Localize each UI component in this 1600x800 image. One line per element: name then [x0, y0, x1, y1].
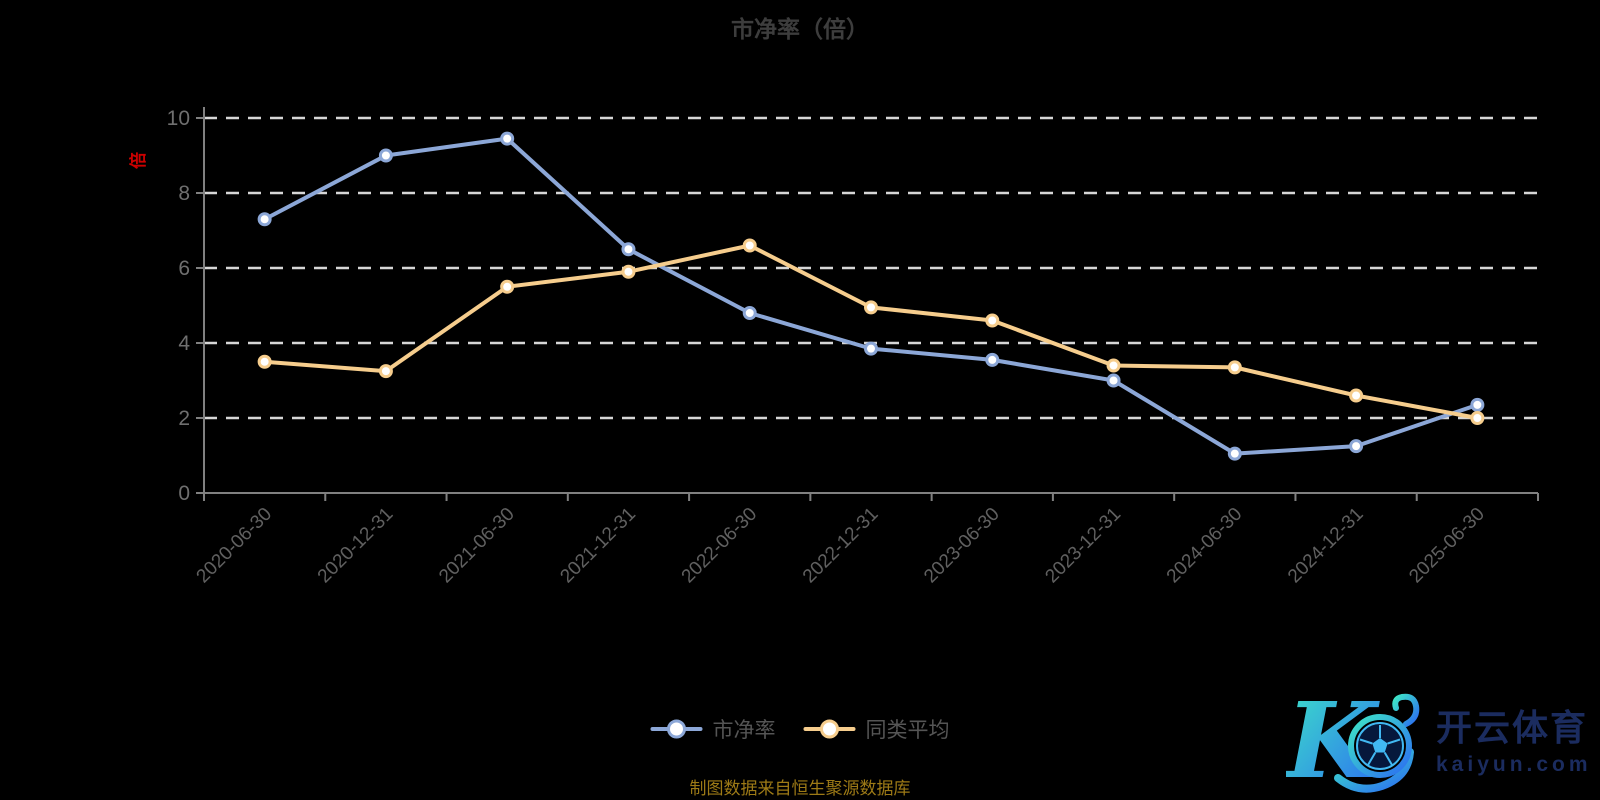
- data-source-note: 制图数据来自恒生聚源数据库: [689, 779, 911, 798]
- svg-text:2021-06-30: 2021-06-30: [435, 504, 519, 588]
- avg-line-marker-icon: [803, 718, 856, 740]
- pbr-line-marker-icon: [650, 718, 703, 740]
- svg-text:6: 6: [178, 257, 190, 280]
- svg-text:4: 4: [178, 332, 190, 355]
- svg-text:2025-06-30: 2025-06-30: [1405, 504, 1489, 588]
- legend-item-avg[interactable]: 同类平均: [803, 714, 950, 744]
- legend-label-avg: 同类平均: [865, 719, 950, 742]
- svg-text:2023-12-31: 2023-12-31: [1041, 504, 1125, 588]
- svg-text:2020-12-31: 2020-12-31: [314, 504, 398, 588]
- legend-item-pbr[interactable]: 市净率: [650, 714, 776, 744]
- svg-text:2: 2: [178, 407, 190, 430]
- svg-text:0: 0: [178, 482, 190, 505]
- y-axis-unit-label: 倍: [129, 152, 148, 169]
- kaiyun-domain: kaiyun.com: [1436, 753, 1592, 776]
- svg-text:2023-06-30: 2023-06-30: [920, 504, 1004, 588]
- svg-text:2021-12-31: 2021-12-31: [556, 504, 640, 588]
- svg-text:2020-06-30: 2020-06-30: [193, 504, 277, 588]
- svg-text:2024-12-31: 2024-12-31: [1284, 504, 1368, 588]
- kaiyun-logo[interactable]: K 开云体育 kaiyun.com: [1286, 682, 1592, 794]
- kaiyun-brand-name: 开云体育: [1436, 707, 1589, 748]
- svg-text:2022-06-30: 2022-06-30: [678, 504, 762, 588]
- kaiyun-logo-mark-icon: K: [1286, 682, 1420, 794]
- chart-title: 市净率（倍）: [731, 16, 869, 42]
- svg-text:8: 8: [178, 182, 190, 205]
- svg-text:10: 10: [167, 107, 190, 130]
- legend-label-pbr: 市净率: [712, 719, 776, 742]
- svg-text:2024-06-30: 2024-06-30: [1163, 504, 1247, 588]
- svg-text:2022-12-31: 2022-12-31: [799, 504, 883, 588]
- chart-legend: 市净率 同类平均: [650, 714, 950, 744]
